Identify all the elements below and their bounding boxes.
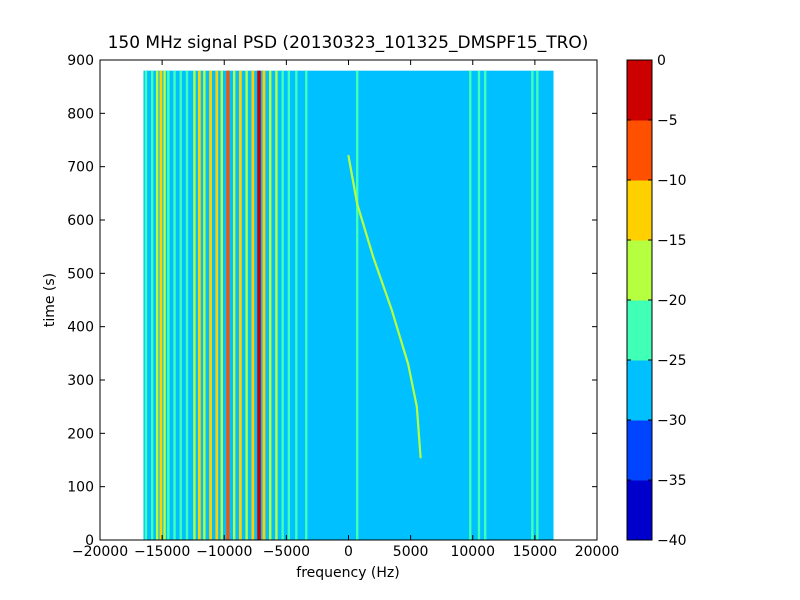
x-tick-label: 0 xyxy=(344,544,353,560)
signal-line xyxy=(239,70,242,541)
signal-line xyxy=(173,70,176,541)
colorbar-tick-label: −15 xyxy=(657,233,687,249)
signal-line xyxy=(483,70,487,541)
colorbar-tick-label: −25 xyxy=(657,353,687,369)
colorbar-tick-label: 0 xyxy=(657,53,666,69)
signal-line xyxy=(269,70,272,541)
signal-line xyxy=(275,70,278,541)
y-tick-label: 400 xyxy=(67,320,94,336)
signal-line xyxy=(179,70,182,541)
doppler-trace xyxy=(347,154,422,459)
y-tick-label: 100 xyxy=(67,480,94,496)
colorbar-band xyxy=(627,300,652,361)
plot-area xyxy=(143,70,554,541)
signal-line xyxy=(477,70,481,541)
colorbar-tick-label: −20 xyxy=(657,293,687,309)
signal-line xyxy=(226,70,230,541)
y-axis-label: time (s) xyxy=(42,273,58,327)
signal-line xyxy=(536,70,539,541)
colorbar-band xyxy=(627,240,652,301)
x-tick-label: −15000 xyxy=(134,544,190,560)
signal-line xyxy=(167,70,170,541)
signal-line xyxy=(232,70,236,541)
y-tick-label: 300 xyxy=(67,373,94,389)
chart-title: 150 MHz signal PSD (20130323_101325_DMSP… xyxy=(108,33,589,53)
x-tick-label: −5000 xyxy=(263,544,310,560)
y-tick-label: 200 xyxy=(67,426,94,442)
signal-line xyxy=(215,70,219,541)
colorbar-band xyxy=(627,60,652,121)
colorbar-band xyxy=(627,180,652,241)
signal-line xyxy=(531,70,534,541)
signal-line xyxy=(203,70,206,541)
y-tick-label: 700 xyxy=(67,160,94,176)
axes: −20000 −15000 −10000 −5000 0 5000 10000 15000 20… xyxy=(67,53,619,560)
signal-line xyxy=(287,70,291,541)
signal-line xyxy=(209,70,212,541)
signal-line xyxy=(262,70,266,541)
signal-line xyxy=(245,70,248,541)
colorbar-tick-label: −5 xyxy=(657,113,678,129)
signal-line xyxy=(355,70,359,541)
colorbar-tick-label: −10 xyxy=(657,173,687,189)
y-tick-label: 600 xyxy=(67,213,94,229)
signal-line xyxy=(220,70,223,541)
signal-line xyxy=(281,70,284,541)
signal-line xyxy=(469,70,472,541)
y-tick-label: 0 xyxy=(85,533,94,549)
colorbar-band xyxy=(627,420,652,481)
signal-line xyxy=(305,70,308,541)
x-tick-label: 20000 xyxy=(575,544,620,560)
signal-line xyxy=(257,70,261,541)
signal-line xyxy=(144,70,148,541)
x-tick-label: −20000 xyxy=(72,544,128,560)
signal-line xyxy=(185,70,189,541)
colorbar-tick-label: −35 xyxy=(657,473,687,489)
x-tick-label: 15000 xyxy=(513,544,558,560)
y-tick-label: 500 xyxy=(67,266,94,282)
x-tick-label: −10000 xyxy=(196,544,252,560)
signal-line xyxy=(155,70,159,541)
x-axis-label: frequency (Hz) xyxy=(296,565,399,581)
x-tick-label: 10000 xyxy=(450,544,495,560)
colorbar-band xyxy=(627,120,652,181)
colorbar-band xyxy=(627,360,652,421)
colorbar-tick-label: −30 xyxy=(657,413,687,429)
signal-line xyxy=(193,70,196,541)
signal-line xyxy=(163,70,166,541)
colorbar: −40 −35 −30 −25 −20 −15 −10 −5 0 xyxy=(626,53,687,549)
signal-line xyxy=(251,70,255,541)
signal-line xyxy=(198,70,201,541)
y-tick-label: 900 xyxy=(67,53,94,69)
x-tick-label: 5000 xyxy=(393,544,429,560)
signal-line xyxy=(159,70,163,541)
signal-line xyxy=(150,70,154,541)
colorbar-band xyxy=(627,480,652,541)
y-tick-label: 800 xyxy=(67,106,94,122)
signal-line xyxy=(295,70,298,541)
colorbar-tick-label: −40 xyxy=(657,533,687,549)
